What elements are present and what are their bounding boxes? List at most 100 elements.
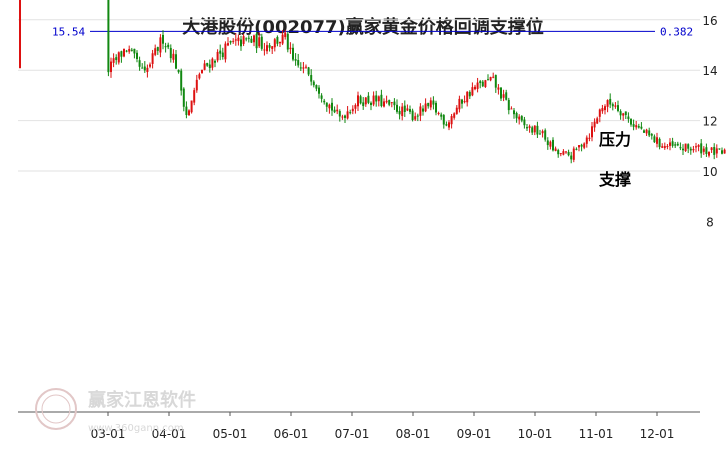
candle-body <box>583 143 586 148</box>
candle-body <box>271 46 274 49</box>
candle-body <box>617 105 619 111</box>
candle-body <box>669 142 671 146</box>
candle-body <box>429 100 432 108</box>
y-tick-label: 10 <box>702 165 717 179</box>
candle-body <box>593 121 596 128</box>
candle-body <box>442 115 445 125</box>
candle-body <box>549 141 552 147</box>
candle-body <box>315 85 318 89</box>
candle-body <box>435 102 437 113</box>
candle-body <box>367 95 370 103</box>
candle-body <box>130 49 133 51</box>
candle-body <box>325 102 328 107</box>
candle-body <box>471 87 474 96</box>
candle-body <box>292 47 294 60</box>
candle-body <box>198 74 201 79</box>
candle-body <box>211 58 214 68</box>
candle-body <box>370 102 372 106</box>
candle-body <box>297 60 300 66</box>
candle-body <box>227 43 229 46</box>
candle-body <box>403 105 406 112</box>
candle-body <box>666 146 669 148</box>
candle-body <box>515 112 518 119</box>
candle-body <box>557 150 560 155</box>
candle-body <box>676 143 679 146</box>
candle-body <box>258 37 261 47</box>
watermark-logo-icon <box>35 388 77 430</box>
candle-body <box>440 114 443 117</box>
candle-body <box>206 63 209 66</box>
candle-body <box>650 134 653 136</box>
candle-body <box>164 46 167 48</box>
y-tick-label: 14 <box>702 64 717 78</box>
candle-body <box>156 47 159 51</box>
candle-body <box>481 81 484 87</box>
candle-body <box>619 111 622 116</box>
candle-body <box>427 102 430 107</box>
candle-body <box>450 116 453 125</box>
candle-body <box>455 107 458 114</box>
candle-body <box>513 110 515 115</box>
candle-body <box>424 103 427 112</box>
x-tick-label: 10-01 <box>518 427 553 441</box>
candle-body <box>539 133 541 135</box>
candle-body <box>492 76 495 78</box>
candle-body <box>201 69 203 74</box>
candle-body <box>224 43 227 60</box>
candle-body <box>484 80 487 87</box>
x-tick-label: 11-01 <box>579 427 614 441</box>
candle-body <box>468 91 471 97</box>
candle-body <box>502 94 505 98</box>
candle-body <box>393 101 396 106</box>
candle-body <box>463 101 466 103</box>
candle-body <box>562 151 565 155</box>
candle-body <box>565 151 567 153</box>
candle-body <box>216 51 219 61</box>
candle-body <box>346 111 349 119</box>
candle-body <box>687 144 690 149</box>
candle-body <box>510 108 513 110</box>
candle-body <box>385 100 388 103</box>
level-ratio-label: 0.382 <box>660 25 693 38</box>
candle-body <box>419 106 422 116</box>
x-tick-label: 05-01 <box>213 427 248 441</box>
candle-body <box>242 36 245 44</box>
candle-body <box>149 64 151 67</box>
candle-body <box>305 66 307 68</box>
x-tick-label: 03-01 <box>91 427 126 441</box>
candle-body <box>383 101 385 107</box>
candle-body <box>637 126 640 128</box>
candle-body <box>648 130 651 136</box>
candle-body <box>195 79 198 91</box>
watermark-name: 赢家江恩软件 <box>88 389 196 411</box>
candle-body <box>721 150 723 154</box>
candle-body <box>312 81 315 86</box>
candle-body <box>682 148 684 151</box>
candle-body <box>453 113 456 118</box>
candle-body <box>580 144 583 147</box>
candle-body <box>518 116 521 120</box>
candle-body <box>575 148 578 150</box>
candle-body <box>570 155 573 160</box>
watermark-url: www.360gann.com <box>88 423 184 434</box>
resistance-label: 压力 <box>599 130 631 149</box>
watermark: 赢家江恩软件 www.360gann.com <box>35 388 196 434</box>
candle-body <box>110 61 112 73</box>
candle-body <box>448 122 450 128</box>
candle-body <box>640 126 643 129</box>
candle-body <box>409 109 411 112</box>
candle-body <box>193 90 196 103</box>
candle-body <box>591 126 593 138</box>
candle-body <box>362 102 365 107</box>
candle-body <box>632 124 635 127</box>
x-tick-label: 07-01 <box>335 427 370 441</box>
x-tick-label: 09-01 <box>457 427 492 441</box>
candle-body <box>414 116 417 120</box>
candle-body <box>700 143 703 154</box>
candle-body <box>229 41 232 43</box>
y-tick-label: 16 <box>702 14 717 28</box>
candle-body <box>526 127 528 129</box>
candle-body <box>585 137 588 144</box>
candle-body <box>528 126 531 128</box>
candle-body <box>351 108 354 112</box>
